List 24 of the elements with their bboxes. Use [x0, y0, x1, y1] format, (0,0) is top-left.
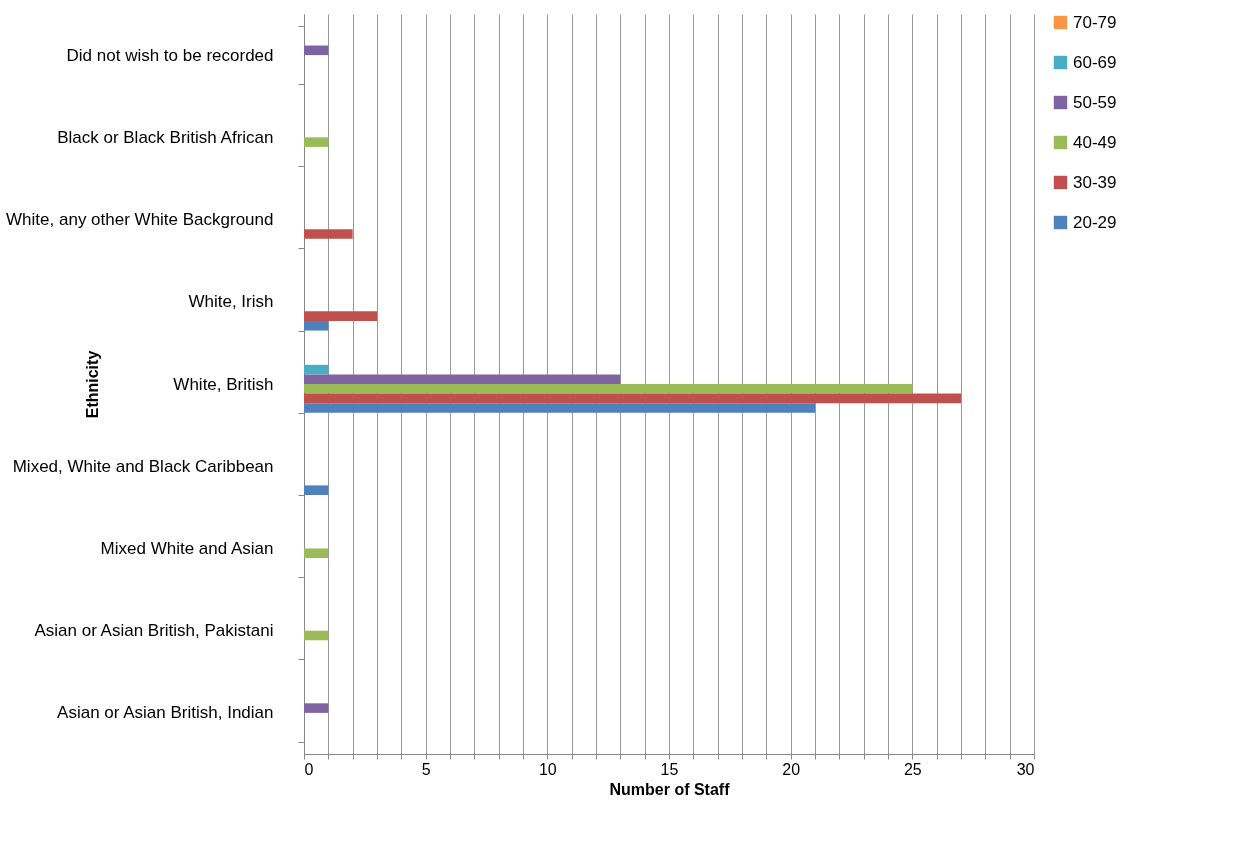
- y-tick-label: Mixed, White and Black Caribbean: [12, 456, 274, 476]
- y-tick-label: Did not wish to be recorded: [66, 45, 274, 65]
- y-axis-title: Ethnicity: [83, 350, 101, 419]
- x-axis-title: Number of Staff: [609, 780, 731, 798]
- x-tick-label: 20: [782, 760, 801, 778]
- y-tick-label: White, Irish: [188, 292, 274, 312]
- legend-label: 30-39: [1073, 172, 1117, 192]
- legend-label: 50-59: [1073, 92, 1117, 112]
- legend-label: 40-49: [1073, 132, 1117, 152]
- y-tick-label: Black or Black British African: [57, 127, 274, 147]
- legend-label: 70-79: [1073, 12, 1117, 32]
- x-tick-label: 10: [538, 760, 557, 778]
- x-tick-label: 25: [903, 760, 922, 778]
- y-tick-label: White, any other White Background: [6, 210, 274, 230]
- y-tick-label: Asian or Asian British, Pakistani: [34, 621, 274, 641]
- legend-label: 20-29: [1073, 212, 1117, 232]
- x-tick-label: 15: [660, 760, 679, 778]
- y-tick-label: Asian or Asian British, Indian: [57, 703, 274, 723]
- x-tick-label: 30: [1016, 760, 1035, 778]
- legend-label: 60-69: [1073, 52, 1117, 72]
- x-tick-label: 0: [304, 760, 314, 778]
- x-tick-label: 5: [421, 760, 431, 778]
- y-tick-label: White, British: [173, 374, 274, 394]
- y-tick-label: Mixed White and Asian: [100, 538, 274, 558]
